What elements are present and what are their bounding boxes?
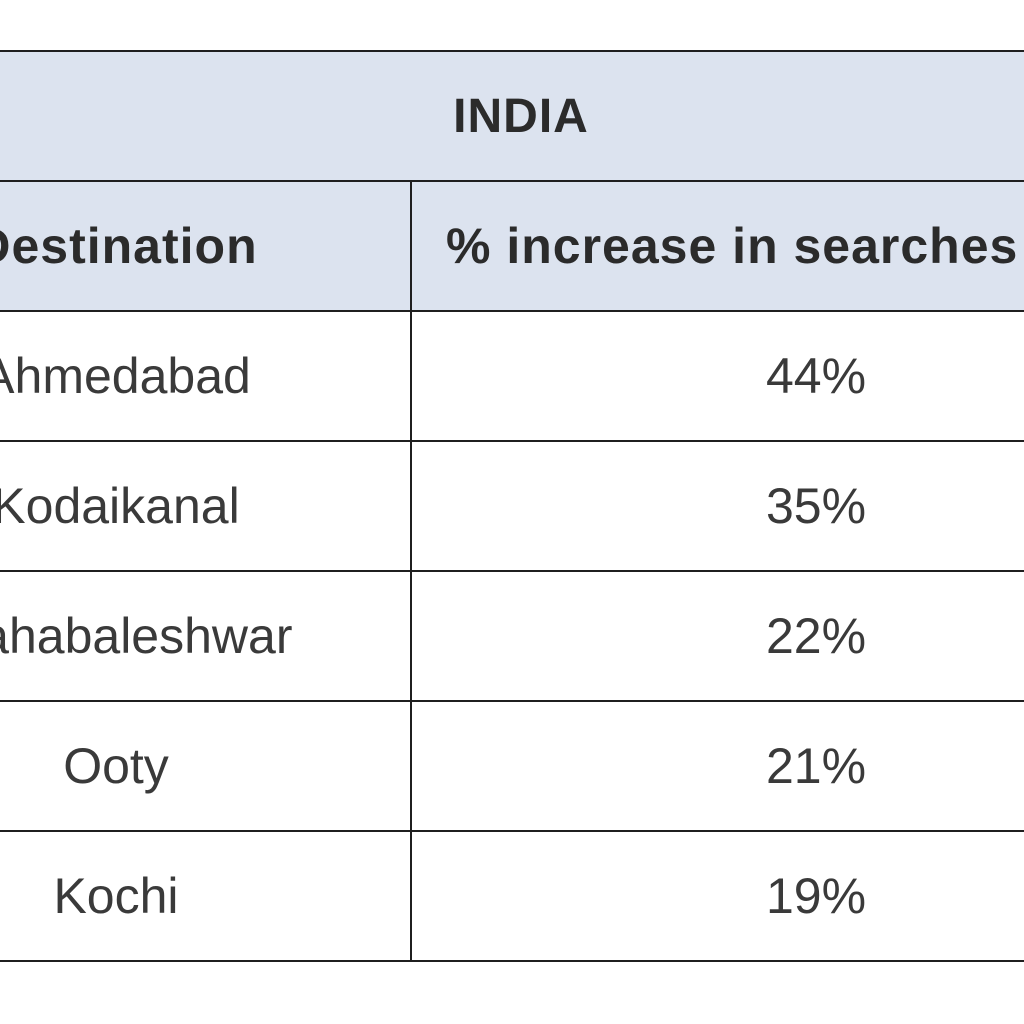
increase-cell: 22% — [409, 570, 1024, 702]
increase-cell: 35% — [409, 440, 1024, 572]
table-title-text: INDIA — [453, 89, 589, 143]
increase-cell: 44% — [409, 310, 1024, 442]
column-header-increase: % increase in searches — [409, 180, 1024, 312]
table-row: Ooty 21% — [0, 700, 1024, 832]
destination-cell: Ooty — [0, 700, 412, 832]
column-header-destination: Destination — [0, 180, 412, 312]
table-row: Kodaikanal 35% — [0, 440, 1024, 572]
table-row: Kochi 19% — [0, 830, 1024, 962]
table-title-row: INDIA — [0, 50, 1024, 182]
search-increase-table: INDIA Destination % increase in searches… — [0, 50, 1024, 962]
destination-cell: Kochi — [0, 830, 412, 962]
increase-cell: 19% — [409, 830, 1024, 962]
table-header-row: Destination % increase in searches — [0, 180, 1024, 312]
table-row: Mahabaleshwar 22% — [0, 570, 1024, 702]
destination-cell: Ahmedabad — [0, 310, 412, 442]
increase-cell: 21% — [409, 700, 1024, 832]
table-row: Ahmedabad 44% — [0, 310, 1024, 442]
destination-cell: Mahabaleshwar — [0, 570, 412, 702]
table-title: INDIA — [0, 50, 1024, 182]
destination-cell: Kodaikanal — [0, 440, 412, 572]
